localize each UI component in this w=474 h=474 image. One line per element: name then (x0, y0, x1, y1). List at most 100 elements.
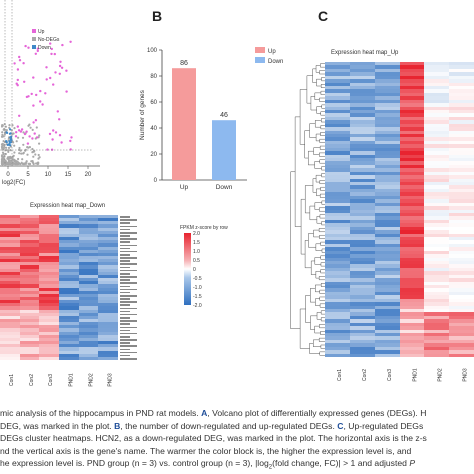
heatmap-down-cell (78, 300, 99, 304)
heatmap-legend-tick-label: 0.5 (193, 258, 200, 264)
caption-panel-ref[interactable]: B (114, 420, 121, 431)
dendrogram-branch (306, 75, 313, 104)
heatmap-up-cell (424, 120, 450, 125)
heatmap-up-cell (325, 195, 351, 200)
heatmap-down-cell (0, 356, 21, 360)
volcano-point-up (58, 64, 62, 68)
heatmap-down-gene-label (120, 260, 130, 262)
heatmap-up-cell (349, 278, 376, 283)
volcano-point-nodeg (5, 146, 8, 149)
heatmap-up-cell (424, 96, 450, 101)
heatmap-down-cell (59, 230, 80, 235)
heatmap-up-cell (399, 120, 425, 125)
volcano-x-tick-label: 10 (45, 172, 52, 178)
heatmap-down-cell (0, 262, 21, 266)
heatmap-up-cell (349, 254, 376, 258)
heatmap-up-cell (349, 178, 376, 183)
heatmap-up-cell (349, 144, 376, 149)
heatmap-up-cell (325, 226, 351, 231)
heatmap-up-cell (399, 168, 425, 173)
heatmap-up-cell (349, 130, 376, 135)
heatmap-down-gene-label (120, 247, 130, 250)
volcano-point-up (19, 130, 23, 133)
heatmap-up-cell (449, 175, 474, 180)
heatmap-up-cell (399, 72, 425, 77)
heatmap-up-cell (325, 82, 351, 87)
heatmap-down-cell (98, 315, 118, 320)
caption-panel-ref[interactable]: C (337, 420, 344, 431)
heatmap-down-cell (39, 290, 60, 295)
heatmap-up-cell (424, 264, 450, 269)
dendrogram-branch (304, 185, 313, 214)
dendrogram-branch (310, 96, 317, 111)
volcano-point-up (58, 118, 61, 121)
heatmap-down-cell (39, 315, 60, 320)
heatmap-up-cell (424, 295, 450, 300)
bar-legend-item-down: Down (255, 50, 283, 65)
volcano-point-up (23, 80, 26, 84)
volcano-point-nodeg (18, 146, 21, 150)
heatmap-up-cell (374, 96, 400, 101)
heatmap-down-cell (98, 271, 118, 276)
heatmap-up-cell (449, 247, 474, 252)
dendrogram-branch (308, 233, 316, 248)
heatmap-down-column-labels: Con1 Con2 Con3 PND1 PND2 PND3 (0, 363, 118, 397)
heatmap-up-cell (374, 319, 400, 324)
volcano-legend-item-down: Down (32, 36, 59, 51)
volcano-point-up (54, 131, 58, 134)
heatmap-legend-tick-label: -0.5 (193, 276, 202, 282)
heatmap-down-cell (39, 344, 60, 348)
heatmap-down-cell (19, 331, 40, 336)
heatmap-up-cell (399, 308, 425, 313)
heatmap-up-cell (449, 164, 474, 169)
heatmap-down-cell (39, 350, 60, 355)
heatmap-down-cell (98, 278, 118, 282)
heatmap-up-cell (349, 219, 376, 224)
heatmap-up-cell (349, 72, 376, 77)
heatmap-down-cell (59, 215, 80, 219)
heatmap-down-gene-label (120, 257, 137, 259)
heatmap-up-cell (374, 103, 400, 108)
heatmap-down-cell (19, 350, 40, 355)
heatmap-up-cell (325, 154, 351, 159)
heatmap-down-cell (0, 315, 21, 320)
heatmap-up-cell (374, 281, 400, 286)
heatmap-up-cell (449, 120, 474, 125)
heatmap-up-cell (374, 336, 400, 341)
heatmap-down-gene-label (120, 222, 130, 225)
volcano-point-nodeg (31, 151, 34, 154)
volcano-point-up (14, 135, 18, 138)
bar-value-label: 46 (220, 112, 228, 119)
heatmap-up-cell (449, 264, 474, 269)
heatmap-down-cell (59, 322, 80, 326)
heatmap-up-cell (325, 188, 351, 193)
heatmap-down-cell (19, 281, 40, 285)
heatmap-down-cell (59, 252, 80, 257)
heatmap-down-cell (19, 328, 40, 333)
heatmap-down-gene-label (120, 219, 137, 221)
heatmap-up-cell (449, 322, 474, 327)
heatmap-up-cell (399, 188, 425, 193)
dendrogram-branch (313, 339, 321, 347)
heatmap-up-cell (325, 65, 351, 70)
heatmap-down-cell (39, 303, 60, 307)
heatmap-down-cell (59, 319, 80, 323)
dendrogram-branch (316, 312, 322, 320)
heatmap-up-cell (424, 346, 450, 351)
caption-panel-ref[interactable]: A (201, 408, 208, 418)
dendrogram-branch (319, 234, 325, 239)
volcano-point-up (35, 93, 38, 97)
heatmap-down-cell (59, 246, 80, 251)
heatmap-up-cell (349, 206, 376, 210)
volcano-point-up (41, 103, 44, 106)
heatmap-down-gene-label (120, 339, 137, 341)
heatmap-up-cell (449, 308, 474, 313)
heatmap-up-cell (399, 144, 425, 149)
heatmap-up-cell (325, 96, 351, 101)
heatmap-up-cell (325, 219, 351, 224)
heatmap-down-cell (59, 290, 80, 295)
heatmap-up-cell (424, 188, 450, 193)
heatmap-up-cell (374, 284, 400, 289)
heatmap-down-cell (59, 344, 80, 348)
heatmap-up-cell (374, 226, 400, 231)
